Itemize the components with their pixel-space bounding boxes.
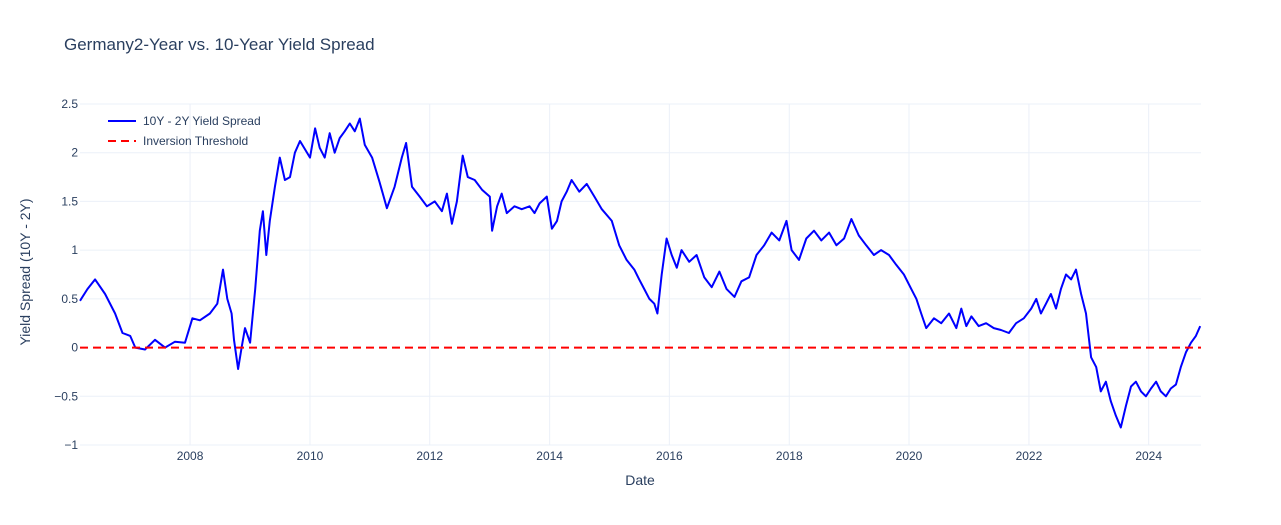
y-axis-title: Yield Spread (10Y - 2Y) <box>17 198 33 345</box>
x-tick-label: 2012 <box>416 449 443 463</box>
legend-label-spread: 10Y - 2Y Yield Spread <box>143 114 261 128</box>
x-tick-label: 2016 <box>656 449 683 463</box>
chart-title: Germany2-Year vs. 10-Year Yield Spread <box>64 35 375 54</box>
x-axis-title: Date <box>625 472 655 488</box>
y-tick-label: −0.5 <box>54 389 78 403</box>
legend-label-threshold: Inversion Threshold <box>143 134 248 148</box>
tick-labels: 2.5 2 1.5 1 0.5 0 −0.5 −1 2008 2010 2012 2014 2016 20… <box>54 97 1162 463</box>
x-tick-label: 2022 <box>1016 449 1043 463</box>
series-line-spread <box>79 117 1202 429</box>
legend: 10Y - 2Y Yield Spread Inversion Threshol… <box>108 114 261 148</box>
y-tick-label: 1.5 <box>61 194 78 208</box>
grid <box>80 103 1201 446</box>
x-tick-label: 2014 <box>536 449 563 463</box>
x-tick-label: 2024 <box>1135 449 1162 463</box>
y-tick-label: 2 <box>71 146 78 160</box>
y-tick-label: 1 <box>71 243 78 257</box>
y-tick-label: 2.5 <box>61 97 78 111</box>
x-tick-label: 2010 <box>297 449 324 463</box>
y-tick-label: −1 <box>64 438 78 452</box>
x-tick-label: 2020 <box>896 449 923 463</box>
series-layer <box>79 117 1202 429</box>
x-tick-label: 2018 <box>776 449 803 463</box>
y-tick-label: 0.5 <box>61 292 78 306</box>
y-tick-label: 0 <box>71 341 78 355</box>
x-tick-label: 2008 <box>177 449 204 463</box>
